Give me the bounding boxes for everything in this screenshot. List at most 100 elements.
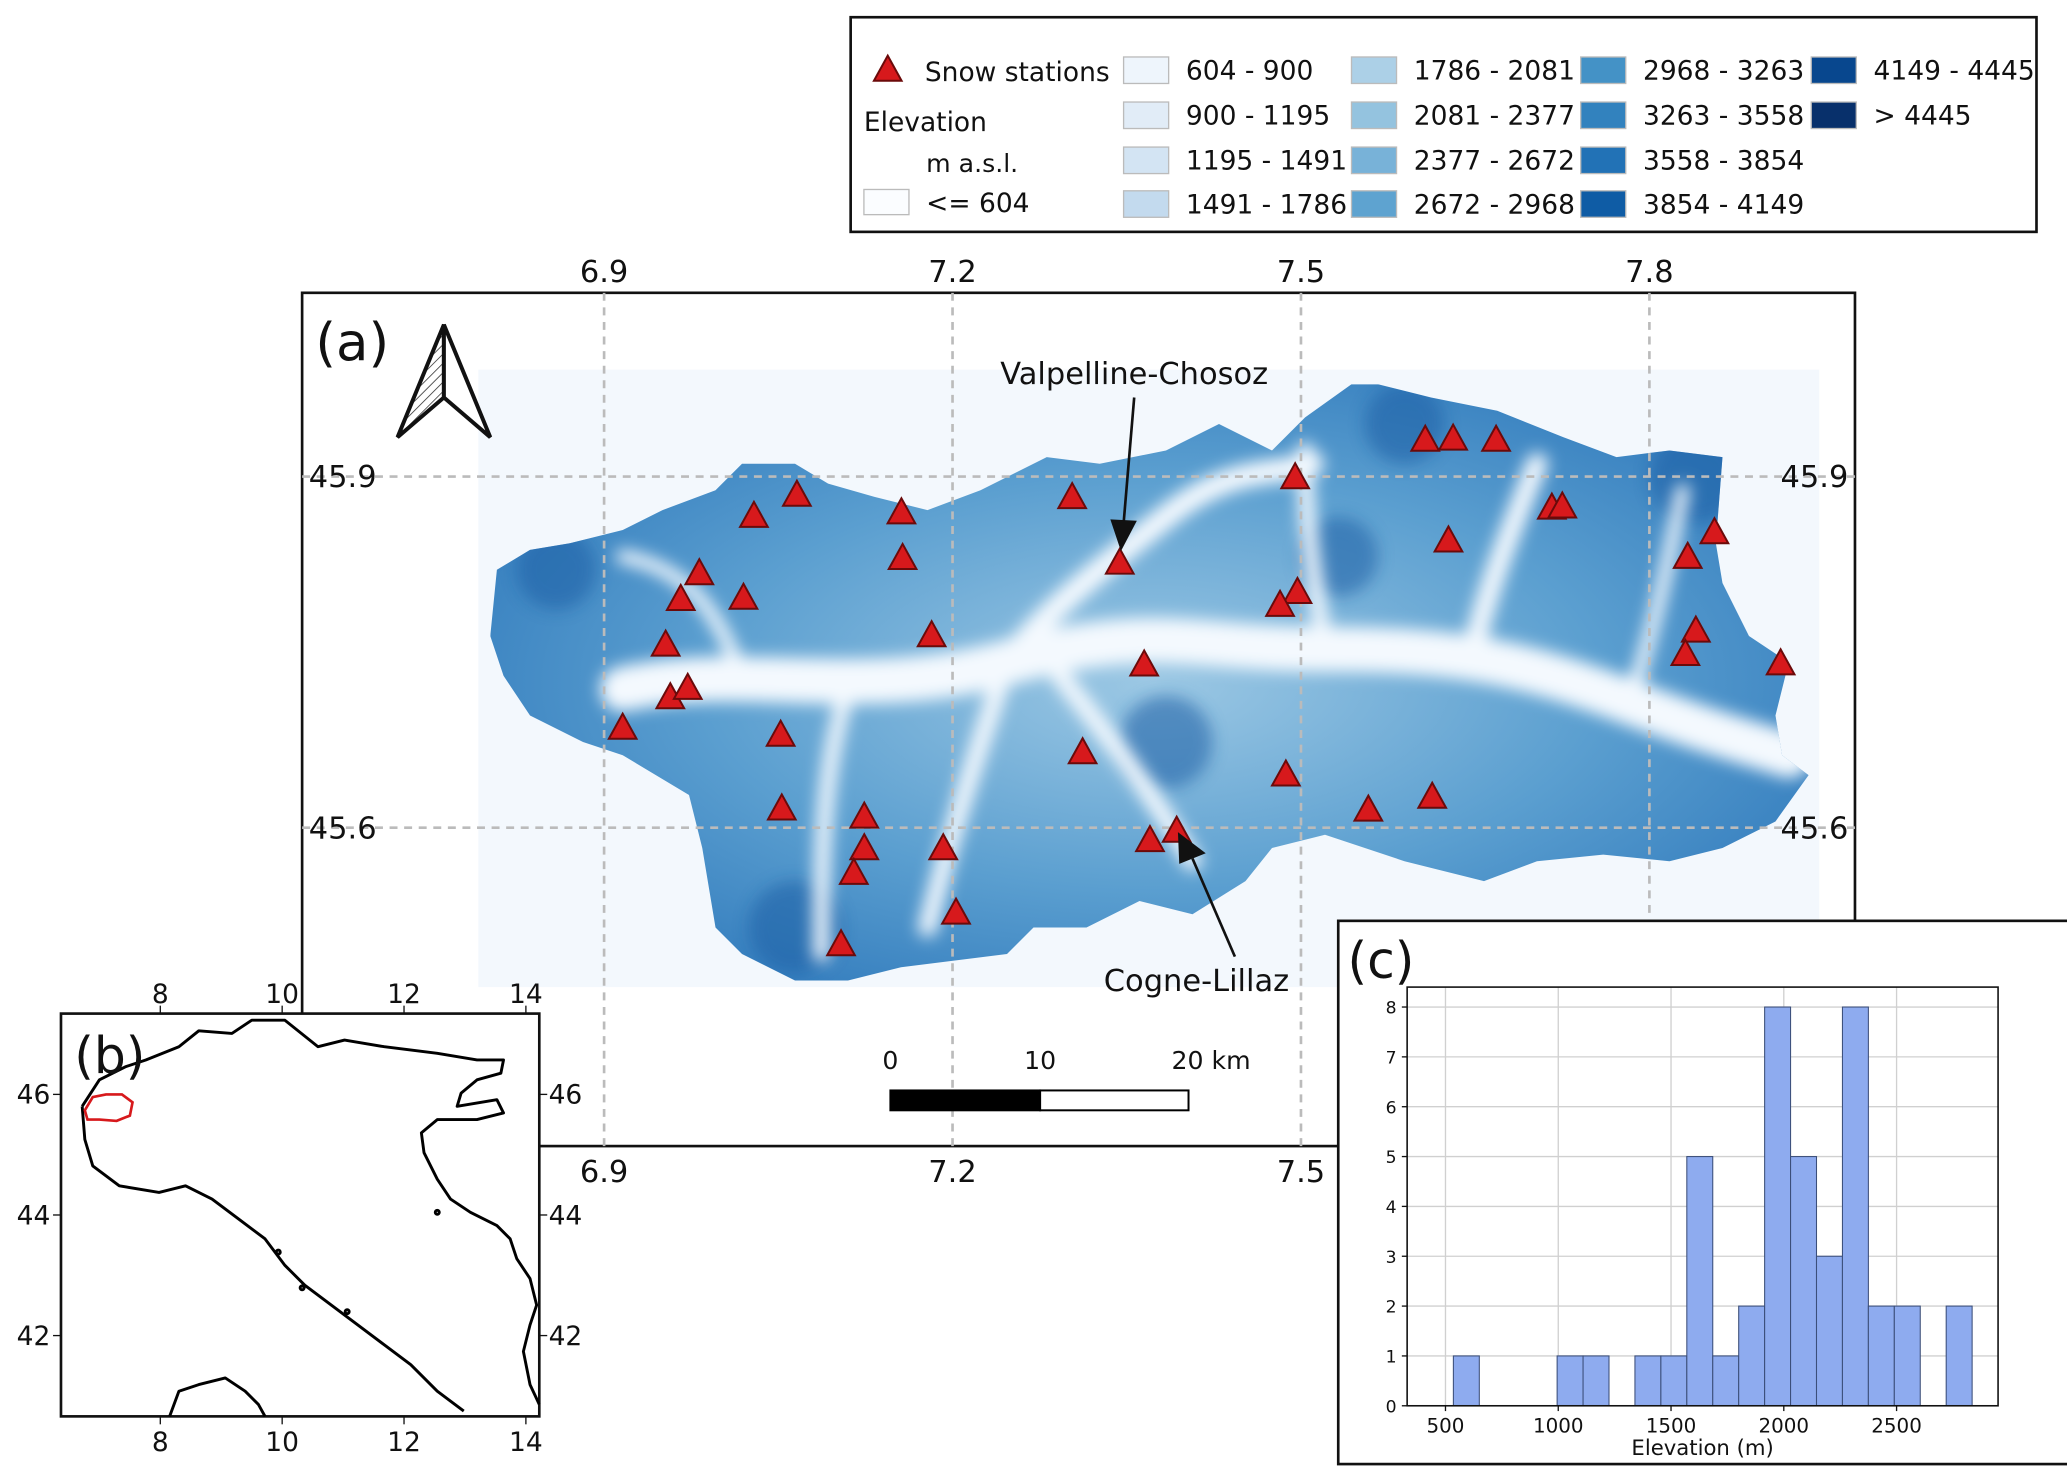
- legend-marker: [872, 53, 904, 82]
- legend-swatch: [1580, 56, 1627, 85]
- station-marker: [781, 478, 813, 507]
- legend-label: 2968 - 3263: [1643, 55, 1804, 86]
- bar: [1660, 1355, 1688, 1407]
- station-marker: [1437, 422, 1469, 451]
- panel-label: (b): [74, 1026, 145, 1085]
- station-marker: [1546, 490, 1578, 519]
- y-tick-label: 44: [17, 1200, 51, 1231]
- scale-label: 10: [1024, 1046, 1056, 1075]
- bar: [1452, 1355, 1480, 1407]
- bar: [1556, 1355, 1584, 1407]
- inset-ticks: 8 8 10 10 12 12 14 14 42 42 44 44 46 46: [17, 979, 583, 1458]
- y-tick-label: 42: [17, 1321, 51, 1352]
- station-marker: [650, 628, 682, 657]
- legend-swatch: [1350, 190, 1398, 218]
- x-tick-label: 7.5: [1277, 1155, 1325, 1190]
- x-tick-label: 14: [509, 979, 543, 1010]
- legend-label: 900 - 1195: [1186, 101, 1330, 132]
- legend-swatch: [1580, 190, 1627, 218]
- annotation-arrowhead: [1110, 519, 1137, 552]
- legend-title: Elevation: [864, 107, 987, 138]
- annotation-arrow: [1191, 858, 1237, 958]
- y-tick-label: 5: [1386, 1148, 1397, 1168]
- x-tick-label: 14: [509, 1427, 543, 1458]
- station-marker: [1672, 540, 1704, 569]
- bar: [1764, 1006, 1792, 1407]
- legend-label: <= 604: [926, 188, 1029, 219]
- y-tick-label: 6: [1386, 1098, 1397, 1118]
- x-tick-label: 1500: [1646, 1414, 1697, 1437]
- legend-label: 3263 - 3558: [1643, 101, 1804, 132]
- study-area: [83, 1093, 134, 1123]
- annotation: Valpelline-Chosoz: [1000, 357, 1268, 392]
- legend-swatch: [1350, 101, 1398, 130]
- station-marker: [683, 557, 715, 586]
- legend-swatch: [1580, 101, 1627, 130]
- station-marker: [727, 581, 760, 610]
- legend-label: > 4445: [1874, 101, 1972, 132]
- station-marker: [1279, 461, 1311, 490]
- panel-label: (c): [1348, 931, 1415, 990]
- y-tick-label: 45.9: [309, 460, 377, 495]
- station-marker: [1281, 575, 1314, 604]
- station-marker: [1134, 823, 1166, 853]
- x-tick-label: 6.9: [580, 1155, 628, 1190]
- legend-unit: m a.s.l.: [926, 149, 1018, 178]
- inset-frame: [59, 1012, 541, 1418]
- station-marker: [1409, 423, 1441, 452]
- y-tick-label: 44: [549, 1200, 583, 1231]
- legend-label: Snow stations: [925, 57, 1110, 88]
- axes-frame: [1406, 986, 1999, 1407]
- bar: [1815, 1255, 1843, 1407]
- station-marker: [1352, 793, 1384, 822]
- scale-bar: 0 10 20 km: [882, 1046, 1251, 1112]
- y-tick-label: 3: [1386, 1248, 1397, 1268]
- y-tick-label: 42: [549, 1321, 583, 1352]
- annotation-arrow: [1122, 397, 1136, 524]
- legend-swatch: [1122, 190, 1170, 218]
- x-tick-label: 12: [387, 1427, 421, 1458]
- legend-swatch: [1810, 56, 1857, 85]
- scale-label: 20 km: [1171, 1046, 1250, 1075]
- station-marker: [940, 896, 972, 925]
- station-marker: [665, 582, 697, 611]
- y-tick-label: 45.9: [1781, 460, 1849, 495]
- bar: [1582, 1355, 1610, 1407]
- bar: [1634, 1355, 1662, 1407]
- legend-label: 1195 - 1491: [1186, 146, 1347, 177]
- station-marker: [1128, 648, 1160, 677]
- legend-label: 1786 - 2081: [1414, 55, 1575, 86]
- y-tick-label: 7: [1386, 1048, 1397, 1068]
- station-marker: [766, 792, 798, 821]
- y-tick-label: 46: [549, 1080, 583, 1111]
- y-tick-label: 1: [1386, 1348, 1397, 1368]
- bar: [1686, 1156, 1714, 1407]
- legend-label: 2081 - 2377: [1414, 101, 1575, 132]
- station-marker: [1669, 637, 1701, 666]
- panel-label: (a): [315, 312, 389, 373]
- station-marker: [1480, 423, 1512, 452]
- station-marker: [1432, 524, 1464, 553]
- legend-swatch: [1350, 56, 1398, 85]
- station-marker: [916, 619, 948, 648]
- legend-swatch: [1122, 146, 1170, 175]
- y-tick-label: 45.6: [1781, 811, 1849, 846]
- y-tick-label: 4: [1386, 1198, 1397, 1218]
- legend-label: 3854 - 4149: [1643, 189, 1804, 220]
- x-tick-label: 7.2: [928, 1155, 976, 1190]
- x-tick-label: 7.5: [1277, 255, 1325, 290]
- x-tick-label: 1000: [1533, 1414, 1584, 1437]
- y-tick-label: 46: [17, 1080, 51, 1111]
- bar: [1841, 1006, 1869, 1407]
- italy-outline: [80, 1018, 541, 1418]
- x-tick-label: 12: [387, 979, 421, 1010]
- x-axis-label: Elevation (m): [1631, 1435, 1773, 1460]
- x-tick-label: 2000: [1759, 1414, 1810, 1437]
- station-marker: [1765, 647, 1797, 676]
- bar: [1893, 1305, 1921, 1407]
- stations: [607, 422, 1797, 957]
- legend-swatch: [863, 188, 910, 216]
- bar: [1867, 1305, 1895, 1407]
- station-marker: [672, 671, 704, 700]
